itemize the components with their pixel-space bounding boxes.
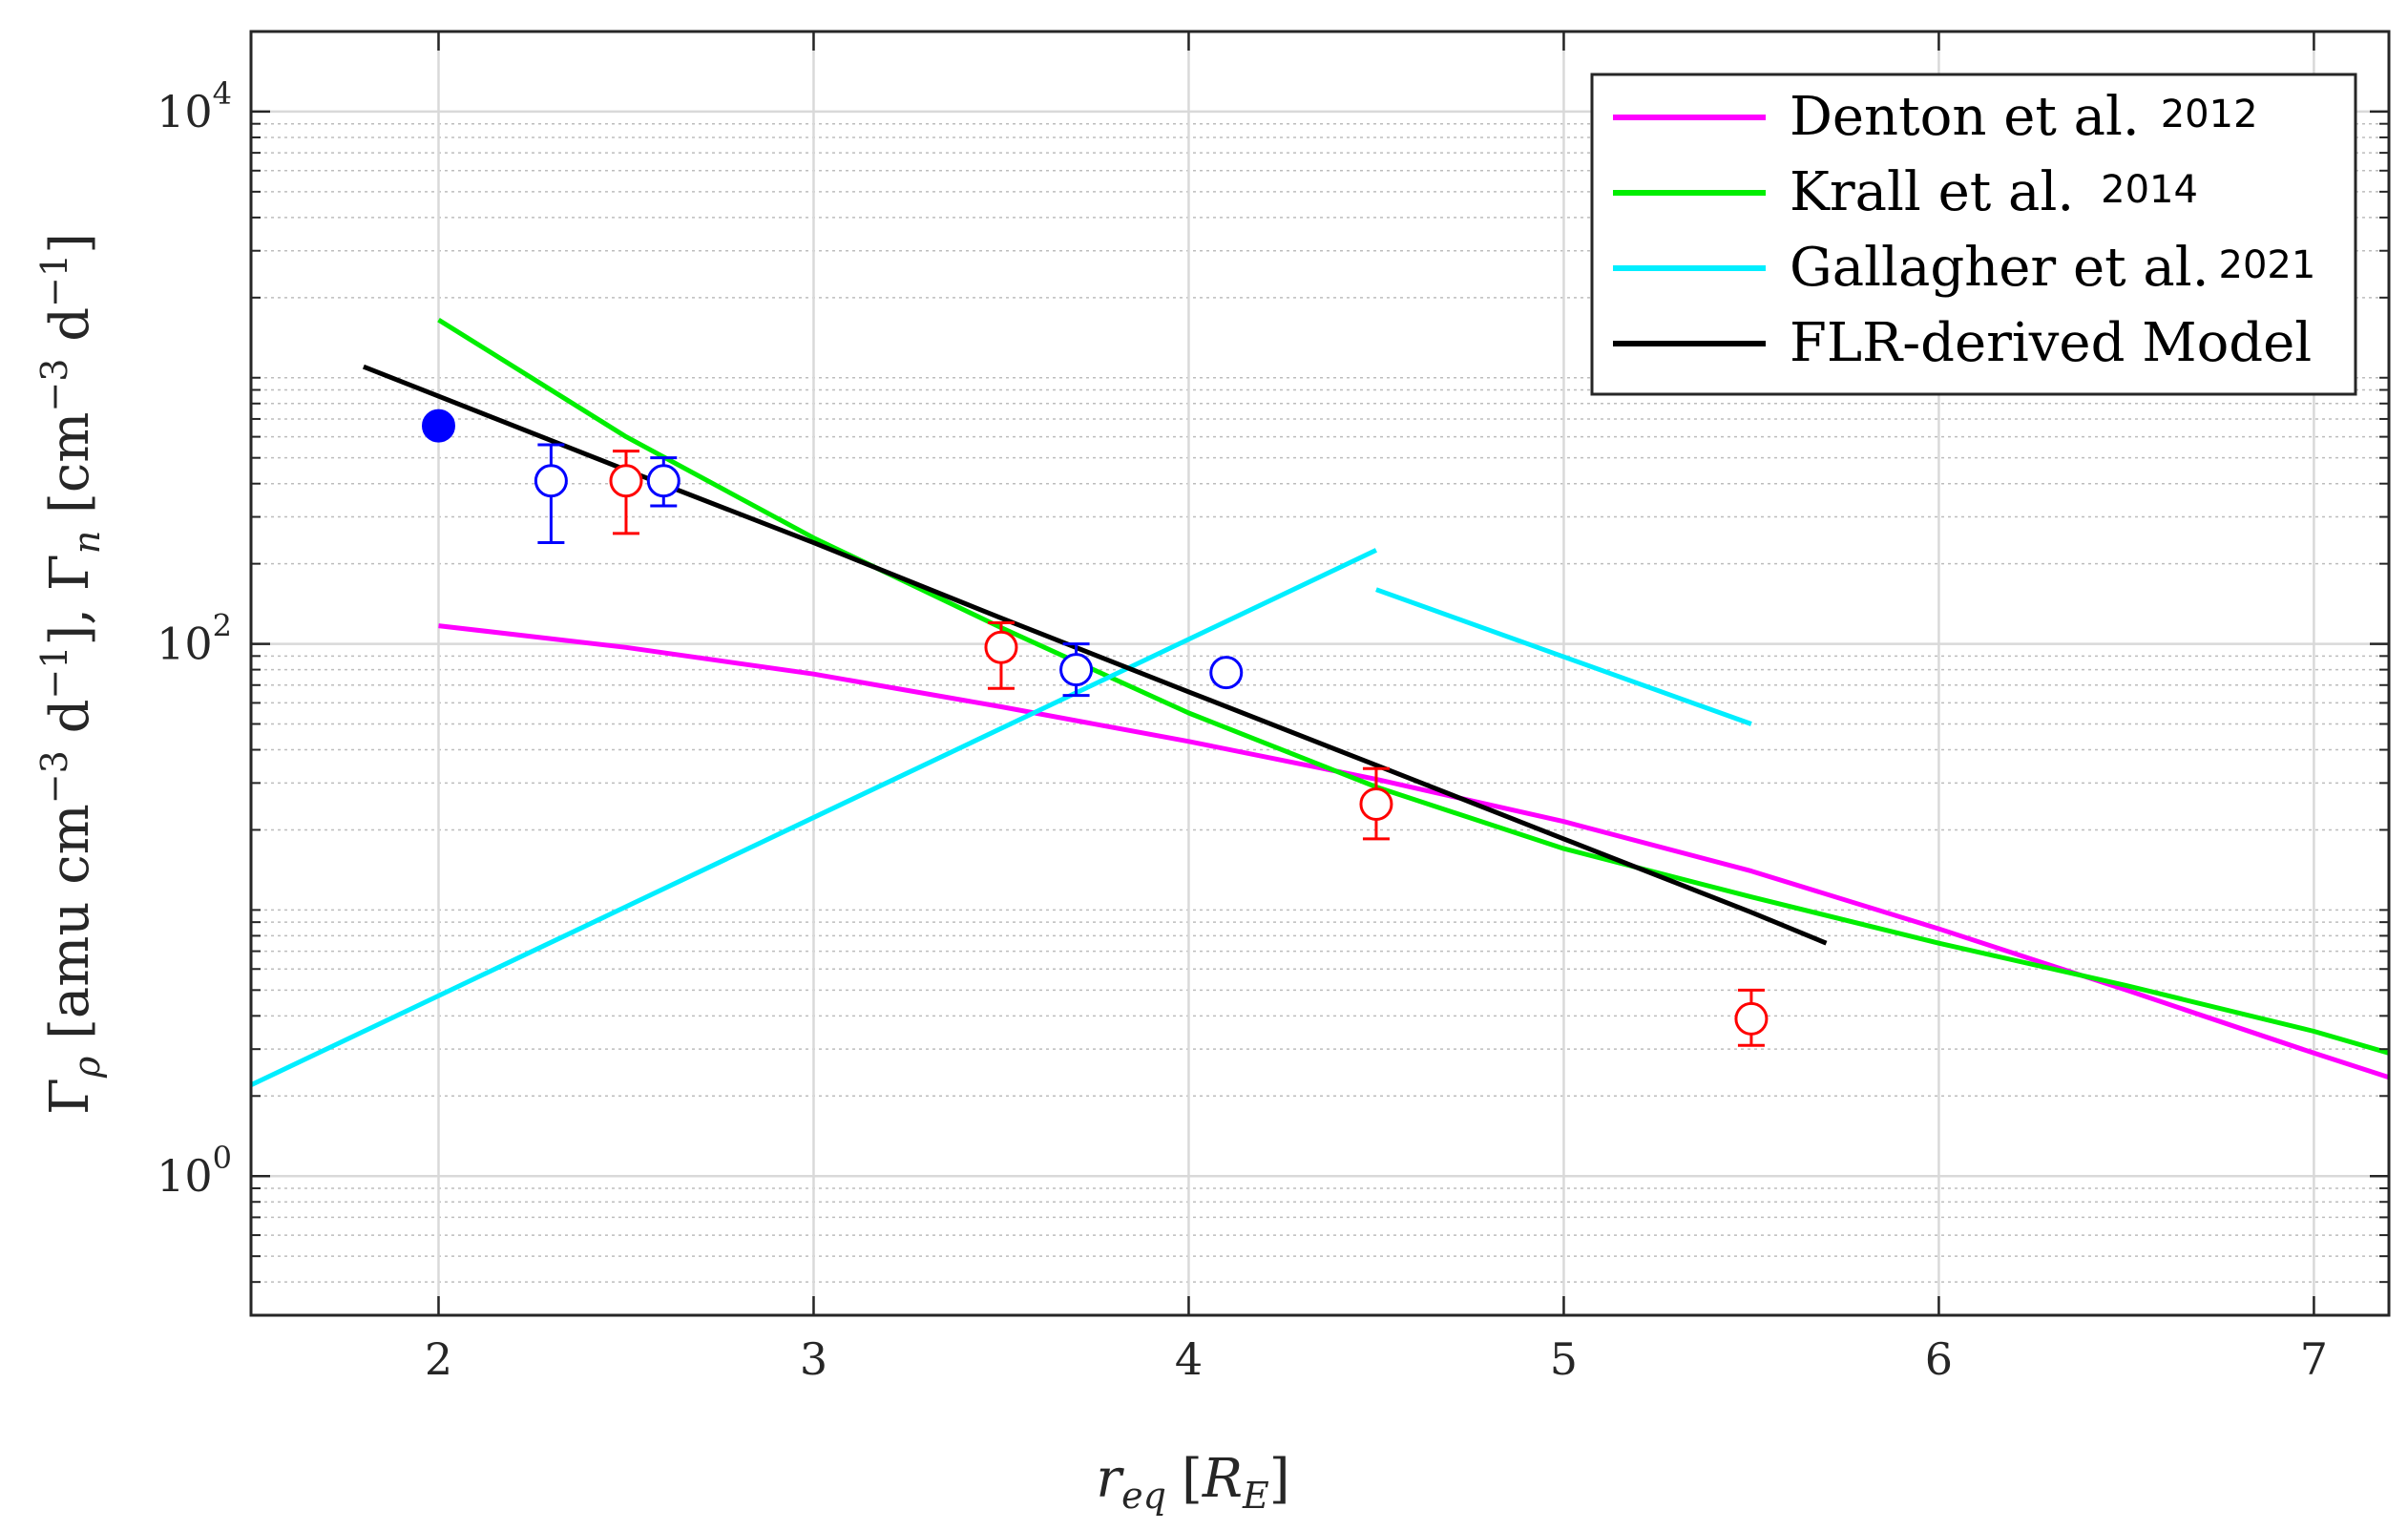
series-line-krall-et-al	[437, 317, 2390, 1056]
y-title-unit1-a: [amu cm	[39, 804, 101, 1056]
y-title-rho: ρ	[66, 1056, 108, 1079]
legend: Denton et al. 2012 Krall et al. 2014 Galla…	[1590, 73, 2357, 396]
legend-label-flr: FLR-derived Model	[1790, 312, 2312, 374]
data-point	[1734, 988, 1769, 1047]
x-tick-label: 4	[1175, 1333, 1203, 1385]
data-point	[534, 443, 568, 545]
series-layer	[249, 317, 2390, 1087]
x-title-bracket-close: ]	[1269, 1448, 1290, 1510]
y-tick-base: 10	[157, 86, 213, 137]
legend-label-gallagher: Gallagher et al. 2021	[1790, 237, 2315, 299]
data-point	[609, 450, 643, 535]
open-marker	[1359, 786, 1393, 821]
y-tick-exponent: 0	[213, 1140, 232, 1176]
legend-name-gallagher: Gallagher et al.	[1790, 237, 2209, 299]
legend-name-krall: Krall et al.	[1790, 161, 2074, 223]
open-marker	[1734, 1001, 1769, 1036]
marker-layer	[421, 409, 1769, 1047]
x-tick-label: 7	[2300, 1333, 2328, 1385]
filled-marker	[421, 409, 455, 443]
x-title-main: r	[1096, 1448, 1124, 1510]
data-point	[421, 409, 455, 443]
open-marker	[984, 630, 1018, 664]
x-axis-title: req [RE]	[1096, 1448, 1289, 1517]
plot-frame	[249, 30, 2391, 1317]
y-title-unit1-b: d	[39, 700, 101, 751]
x-tick-label: 5	[1550, 1333, 1578, 1385]
series-line-gallagher-et-al	[1375, 587, 1752, 726]
y-title-unit2-b: d	[39, 307, 101, 359]
y-title-exp-c: −3	[33, 359, 75, 412]
legend-year-krall: 2014	[2101, 168, 2198, 212]
x-tick-label: 3	[800, 1333, 827, 1385]
x-tick-label: 6	[1925, 1333, 1953, 1385]
series-line-gallagher-et-al	[249, 548, 1377, 1087]
y-tick-label: 102	[157, 608, 232, 670]
x-title-unit-sub: E	[1242, 1475, 1269, 1517]
minor-grid	[251, 31, 2389, 1316]
y-tick-label: 104	[157, 75, 232, 137]
legend-year-denton: 2012	[2161, 93, 2258, 136]
y-title-gamma-rho: Γ	[39, 1078, 101, 1115]
y-title-exp-a: −3	[33, 750, 75, 804]
y-axis-title: Γρ [amu cm−3 d−1], Γn [cm−3 d−1]	[33, 233, 108, 1115]
open-marker	[1059, 653, 1094, 687]
x-title-bracket-open: [	[1182, 1448, 1203, 1510]
y-title-unit2-c: ]	[39, 233, 101, 254]
x-tick-label: 2	[425, 1333, 452, 1385]
legend-name-denton: Denton et al.	[1790, 86, 2140, 148]
data-point	[646, 456, 681, 508]
data-point	[1059, 642, 1094, 698]
y-tick-exponent: 2	[213, 608, 232, 644]
y-title-n: n	[66, 531, 108, 554]
y-title-gamma-n: Γ	[39, 554, 101, 591]
y-title-unit2-a: [cm	[39, 412, 101, 531]
x-title-main-sub: eq	[1121, 1475, 1166, 1517]
tick-layer	[251, 31, 2389, 1316]
series-line-flr-derived-model	[362, 364, 1828, 946]
y-tick-base: 10	[157, 618, 213, 670]
x-title-unit: R	[1202, 1448, 1243, 1510]
y-tick-label: 100	[157, 1140, 232, 1202]
data-point	[1359, 766, 1393, 841]
y-tick-exponent: 4	[213, 75, 232, 112]
y-title-unit1-c: ],	[39, 591, 101, 645]
data-point	[1209, 656, 1244, 690]
legend-label-krall: Krall et al. 2014	[1790, 161, 2198, 223]
open-marker	[646, 464, 681, 498]
y-tick-base: 10	[157, 1150, 213, 1202]
y-title-exp-d: −1	[33, 254, 75, 307]
x-tick-labels: 2 3 4 5 6 7	[425, 1333, 2328, 1385]
y-title-exp-b: −1	[33, 646, 75, 700]
legend-label-denton: Denton et al. 2012	[1790, 86, 2258, 148]
legend-year-gallagher: 2021	[2219, 243, 2316, 287]
data-point	[984, 620, 1018, 690]
open-marker	[534, 464, 568, 498]
open-marker	[1209, 656, 1244, 690]
open-marker	[609, 464, 643, 498]
